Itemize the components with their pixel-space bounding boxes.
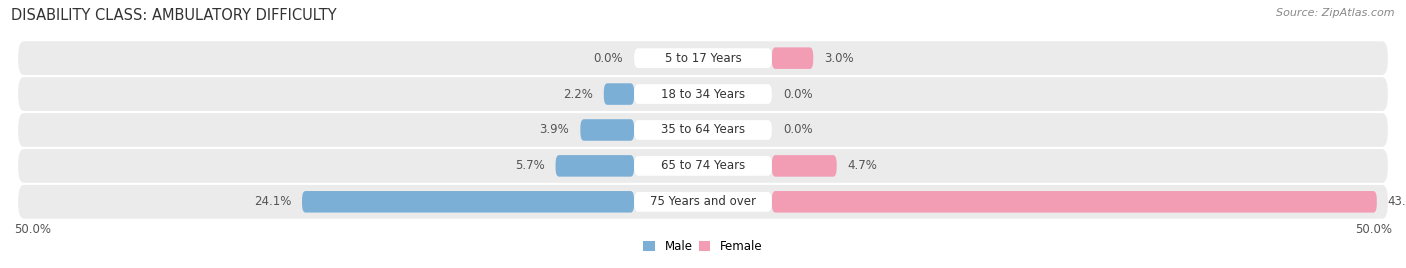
Text: 4.7%: 4.7% [848, 159, 877, 172]
Text: 50.0%: 50.0% [14, 223, 51, 236]
FancyBboxPatch shape [634, 84, 772, 104]
Text: 35 to 64 Years: 35 to 64 Years [661, 124, 745, 136]
Text: 0.0%: 0.0% [593, 52, 623, 65]
Text: 75 Years and over: 75 Years and over [650, 195, 756, 208]
Text: 0.0%: 0.0% [783, 124, 813, 136]
FancyBboxPatch shape [18, 41, 1388, 75]
FancyBboxPatch shape [772, 155, 837, 177]
Text: 5.7%: 5.7% [515, 159, 544, 172]
FancyBboxPatch shape [18, 113, 1388, 147]
Text: 24.1%: 24.1% [253, 195, 291, 208]
Text: Source: ZipAtlas.com: Source: ZipAtlas.com [1277, 8, 1395, 18]
FancyBboxPatch shape [18, 77, 1388, 111]
Text: 5 to 17 Years: 5 to 17 Years [665, 52, 741, 65]
FancyBboxPatch shape [555, 155, 634, 177]
Legend: Male, Female: Male, Female [644, 240, 762, 253]
Text: 3.9%: 3.9% [540, 124, 569, 136]
Text: 18 to 34 Years: 18 to 34 Years [661, 88, 745, 100]
FancyBboxPatch shape [581, 119, 634, 141]
FancyBboxPatch shape [634, 192, 772, 212]
FancyBboxPatch shape [634, 48, 772, 68]
FancyBboxPatch shape [772, 47, 813, 69]
FancyBboxPatch shape [634, 156, 772, 176]
FancyBboxPatch shape [18, 149, 1388, 183]
Text: 50.0%: 50.0% [1355, 223, 1392, 236]
FancyBboxPatch shape [18, 185, 1388, 219]
FancyBboxPatch shape [772, 191, 1376, 213]
Text: 65 to 74 Years: 65 to 74 Years [661, 159, 745, 172]
FancyBboxPatch shape [603, 83, 634, 105]
FancyBboxPatch shape [634, 120, 772, 140]
Text: 0.0%: 0.0% [783, 88, 813, 100]
Text: DISABILITY CLASS: AMBULATORY DIFFICULTY: DISABILITY CLASS: AMBULATORY DIFFICULTY [11, 8, 337, 23]
Text: 3.0%: 3.0% [824, 52, 853, 65]
FancyBboxPatch shape [302, 191, 634, 213]
Text: 43.9%: 43.9% [1388, 195, 1406, 208]
Text: 2.2%: 2.2% [562, 88, 593, 100]
